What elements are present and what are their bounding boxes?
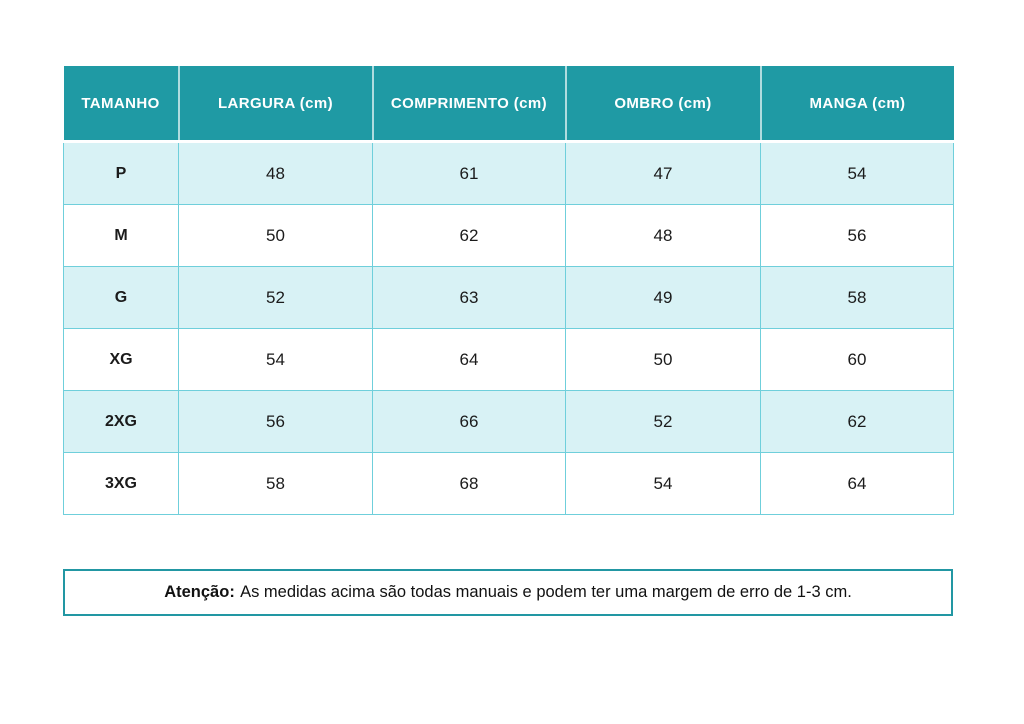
- measure-cell: 47: [565, 141, 761, 205]
- table-row: M 50 62 48 56: [63, 204, 954, 267]
- size-cell: M: [63, 204, 179, 267]
- size-cell: P: [63, 141, 179, 205]
- measure-cell: 62: [760, 390, 954, 453]
- note-label: Atenção:: [164, 583, 235, 601]
- measure-cell: 56: [760, 204, 954, 267]
- measure-cell: 58: [178, 452, 373, 515]
- measure-cell: 54: [565, 452, 761, 515]
- note-text: As medidas acima são todas manuais e pod…: [240, 583, 852, 601]
- measure-cell: 48: [178, 141, 373, 205]
- measure-cell: 52: [178, 266, 373, 329]
- table-header-row: TAMANHO LARGURA (cm) COMPRIMENTO (cm) OM…: [63, 66, 954, 143]
- measure-cell: 64: [372, 328, 566, 391]
- table-row: XG 54 64 50 60: [63, 328, 954, 391]
- measure-cell: 49: [565, 266, 761, 329]
- measure-cell: 50: [565, 328, 761, 391]
- measure-cell: 60: [760, 328, 954, 391]
- measure-cell: 62: [372, 204, 566, 267]
- header-cell-largura: LARGURA (cm): [178, 66, 374, 143]
- size-cell: 2XG: [63, 390, 179, 453]
- table-row: 3XG 58 68 54 64: [63, 452, 954, 515]
- measure-cell: 56: [178, 390, 373, 453]
- header-cell-comprimento: COMPRIMENTO (cm): [372, 66, 567, 143]
- header-cell-ombro: OMBRO (cm): [565, 66, 762, 143]
- size-cell: G: [63, 266, 179, 329]
- table-row: P 48 61 47 54: [63, 141, 954, 205]
- size-cell: XG: [63, 328, 179, 391]
- measure-cell: 58: [760, 266, 954, 329]
- measure-cell: 50: [178, 204, 373, 267]
- measure-cell: 48: [565, 204, 761, 267]
- measure-cell: 52: [565, 390, 761, 453]
- size-cell: 3XG: [63, 452, 179, 515]
- table-row: 2XG 56 66 52 62: [63, 390, 954, 453]
- measure-cell: 54: [178, 328, 373, 391]
- measure-cell: 63: [372, 266, 566, 329]
- measure-cell: 61: [372, 141, 566, 205]
- size-table: TAMANHO LARGURA (cm) COMPRIMENTO (cm) OM…: [63, 66, 954, 515]
- note-box: Atenção: As medidas acima são todas manu…: [63, 569, 953, 616]
- measure-cell: 66: [372, 390, 566, 453]
- header-cell-tamanho: TAMANHO: [63, 66, 180, 143]
- measure-cell: 54: [760, 141, 954, 205]
- measure-cell: 68: [372, 452, 566, 515]
- header-cell-manga: MANGA (cm): [760, 66, 954, 143]
- measure-cell: 64: [760, 452, 954, 515]
- table-row: G 52 63 49 58: [63, 266, 954, 329]
